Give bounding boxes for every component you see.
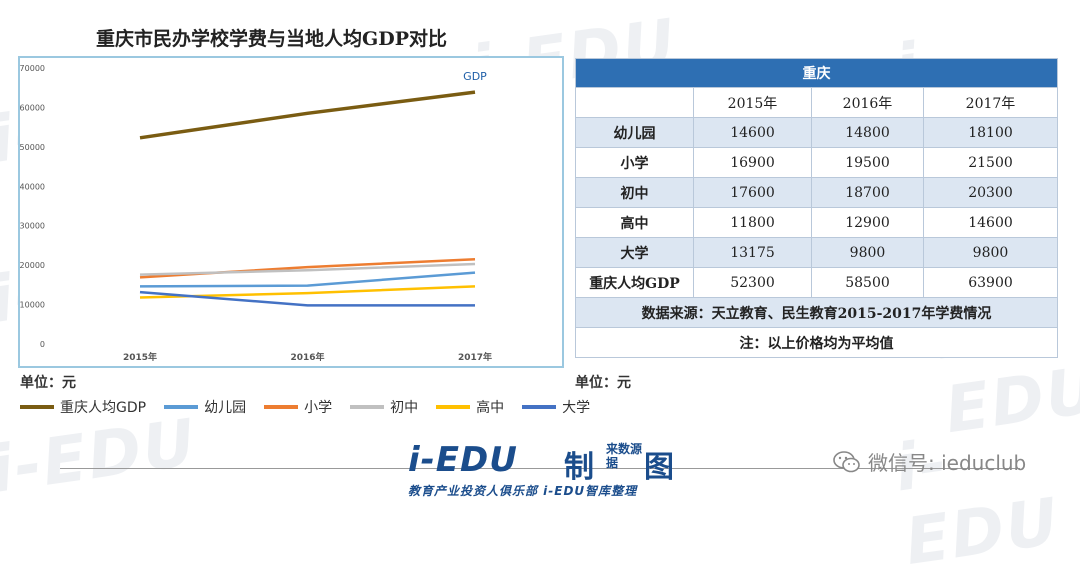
chart-unit-label: 单位：元 bbox=[20, 375, 76, 391]
wechat-icon bbox=[833, 450, 860, 472]
table-header-row: 重庆 bbox=[575, 58, 1058, 88]
table-corner-cell bbox=[575, 87, 694, 118]
watermark: i-EDU bbox=[0, 405, 202, 509]
legend-label: 小学 bbox=[304, 400, 333, 416]
table-cell: 63900 bbox=[923, 267, 1058, 298]
table-cell: 52300 bbox=[693, 267, 812, 298]
logo-small-text: 来数源据 bbox=[606, 442, 643, 470]
legend-swatch bbox=[20, 405, 54, 409]
table-cell: 58500 bbox=[811, 267, 924, 298]
table-row: 高中 11800 12900 14600 bbox=[575, 207, 1058, 238]
wechat-label: 微信号: ieduclub bbox=[868, 451, 1027, 475]
line-chart: 0 10000 20000 30000 40000 50000 60000 70000 2015… bbox=[18, 56, 564, 368]
table-cell: 20300 bbox=[923, 177, 1058, 208]
table-row: 重庆人均GDP 52300 58500 63900 bbox=[575, 267, 1058, 298]
table-row: 初中 17600 18700 20300 bbox=[575, 177, 1058, 208]
legend-swatch bbox=[264, 405, 299, 409]
legend-swatch bbox=[350, 405, 385, 409]
logo-text: i-EDU bbox=[408, 440, 518, 480]
legend-label: 高中 bbox=[476, 400, 505, 416]
table-note: 注：以上价格均为平均值 bbox=[575, 327, 1058, 358]
table-years-row: 2015年 2016年 2017年 bbox=[575, 87, 1058, 118]
legend-swatch bbox=[164, 405, 199, 409]
table-cell: 11800 bbox=[693, 207, 812, 238]
table-row-label: 重庆人均GDP bbox=[575, 267, 694, 298]
legend-swatch bbox=[436, 405, 471, 409]
table-row: 大学 13175 9800 9800 bbox=[575, 237, 1058, 268]
table-note-row: 注：以上价格均为平均值 bbox=[575, 327, 1058, 358]
table-city-header: 重庆 bbox=[575, 58, 1058, 88]
table-row-label: 高中 bbox=[575, 207, 694, 238]
legend-item: 高中 bbox=[436, 397, 504, 417]
table-row-label: 幼儿园 bbox=[575, 117, 694, 148]
table-row-label: 初中 bbox=[575, 177, 694, 208]
x-tick-label: 2016年 bbox=[290, 351, 324, 363]
legend-label: 初中 bbox=[390, 400, 419, 416]
table-unit-label: 单位：元 bbox=[575, 375, 631, 391]
table-row-label: 大学 bbox=[575, 237, 694, 268]
table-cell: 21500 bbox=[923, 147, 1058, 178]
legend-item: 重庆人均GDP bbox=[20, 397, 146, 417]
y-tick-label: 20000 bbox=[20, 261, 45, 270]
wechat-id: 微信号: ieduclub bbox=[832, 447, 1026, 476]
footer-divider bbox=[60, 468, 1020, 469]
series-line bbox=[139, 290, 475, 307]
line-chart-svg: 0 10000 20000 30000 40000 50000 60000 70000 2015… bbox=[20, 64, 492, 363]
legend-item: 小学 bbox=[264, 397, 332, 417]
logo-tu-glyph: 图 bbox=[644, 450, 674, 485]
series-line bbox=[139, 90, 476, 140]
table-cell: 18100 bbox=[923, 117, 1058, 148]
table-row: 幼儿园 14600 14800 18100 bbox=[575, 117, 1058, 148]
table-cell: 16900 bbox=[693, 147, 812, 178]
logo-subtitle: 教育产业投资人俱乐部 i-EDU智库整理 bbox=[408, 484, 638, 498]
table-cell: 18700 bbox=[811, 177, 924, 208]
table-cell: 14600 bbox=[693, 117, 812, 148]
table-cell: 9800 bbox=[811, 237, 924, 268]
chart-annotation: GDP bbox=[463, 70, 487, 83]
table-cell: 17600 bbox=[693, 177, 812, 208]
legend-label: 大学 bbox=[562, 400, 591, 416]
page-title: 重庆市民办学校学费与当地人均GDP对比 bbox=[96, 28, 447, 50]
series-line bbox=[139, 257, 476, 279]
chart-legend: 重庆人均GDP 幼儿园 小学 初中 高中 大学 bbox=[20, 397, 608, 417]
watermark: i-EDU bbox=[890, 425, 1065, 580]
series-line bbox=[139, 262, 476, 276]
y-tick-label: 30000 bbox=[20, 222, 45, 231]
legend-label: 重庆人均GDP bbox=[60, 400, 147, 416]
legend-item: 初中 bbox=[350, 397, 418, 417]
y-tick-label: 50000 bbox=[20, 143, 45, 152]
table-source: 数据来源：天立教育、民生教育2015-2017年学费情况 bbox=[575, 297, 1058, 328]
y-tick-label: 70000 bbox=[20, 64, 45, 73]
y-tick-label: 40000 bbox=[20, 182, 45, 191]
i-edu-logo: i-EDU 制 来数源据 图 教育产业投资人俱乐部 i-EDU智库整理 bbox=[408, 440, 688, 502]
table-cell: 9800 bbox=[923, 237, 1058, 268]
y-tick-label: 0 bbox=[40, 340, 45, 349]
tuition-table: 重庆 2015年 2016年 2017年 幼儿园 14600 14800 18100 小… bbox=[575, 58, 1058, 358]
legend-swatch bbox=[522, 405, 557, 409]
table-year-header: 2016年 bbox=[811, 87, 924, 118]
table-year-header: 2015年 bbox=[693, 87, 812, 118]
x-tick-label: 2015年 bbox=[123, 351, 157, 363]
legend-item: 大学 bbox=[522, 397, 590, 417]
table-year-header: 2017年 bbox=[923, 87, 1058, 118]
table-cell: 14800 bbox=[811, 117, 924, 148]
table-cell: 13175 bbox=[693, 237, 812, 268]
y-tick-label: 60000 bbox=[20, 103, 45, 112]
table-cell: 14600 bbox=[923, 207, 1058, 238]
series-line bbox=[139, 271, 476, 288]
table-cell: 12900 bbox=[811, 207, 924, 238]
legend-label: 幼儿园 bbox=[204, 400, 247, 416]
table-cell: 19500 bbox=[811, 147, 924, 178]
legend-item: 幼儿园 bbox=[164, 397, 246, 417]
table-row-label: 小学 bbox=[575, 147, 694, 178]
table-row: 小学 16900 19500 21500 bbox=[575, 147, 1058, 178]
logo-zhi-glyph: 制 bbox=[564, 450, 594, 485]
x-tick-label: 2017年 bbox=[458, 351, 492, 363]
y-tick-label: 10000 bbox=[20, 301, 45, 310]
table-source-row: 数据来源：天立教育、民生教育2015-2017年学费情况 bbox=[575, 297, 1058, 328]
